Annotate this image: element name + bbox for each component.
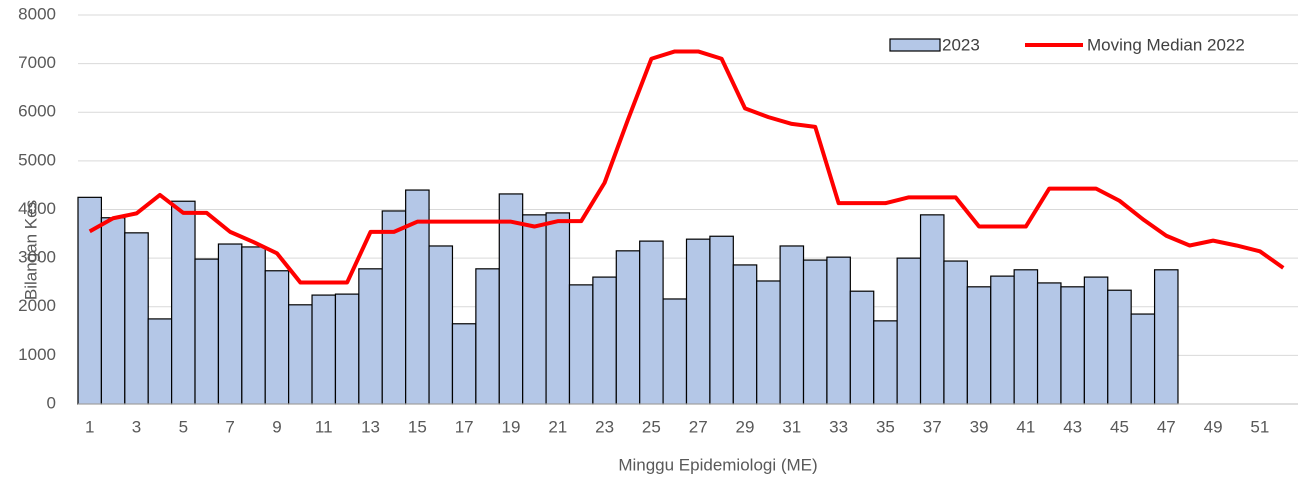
- bar: [873, 320, 898, 405]
- bar: [756, 280, 781, 405]
- x-tick-label: 23: [595, 417, 614, 436]
- bar: [1107, 289, 1132, 405]
- x-tick-label: 3: [132, 417, 141, 436]
- bar: [171, 200, 196, 405]
- bar: [943, 260, 968, 405]
- x-tick-label: 15: [408, 417, 427, 436]
- y-tick-label: 3000: [18, 248, 56, 267]
- bar: [662, 298, 688, 405]
- x-tick-label: 5: [179, 417, 188, 436]
- legend-label: 2023: [942, 35, 980, 54]
- bar: [428, 245, 454, 405]
- x-tick-label: 29: [736, 417, 755, 436]
- x-tick-label: 19: [502, 417, 521, 436]
- x-tick-label: 11: [315, 417, 333, 436]
- x-tick-label: 27: [689, 417, 708, 436]
- bar: [264, 270, 290, 405]
- y-tick-label: 0: [47, 393, 56, 412]
- bar: [147, 318, 173, 405]
- line: [88, 49, 1285, 285]
- bar: [1153, 269, 1179, 405]
- bar: [194, 258, 220, 405]
- x-tick-label: 39: [970, 417, 989, 436]
- bar: [124, 232, 149, 405]
- y-tick-label: 1000: [18, 345, 56, 364]
- bar: [545, 212, 571, 405]
- x-tick-label: 17: [455, 417, 474, 436]
- y-axis-label: Bilangan Kes: [21, 200, 40, 300]
- x-axis-label: Minggu Epidemiologi (ME): [618, 455, 817, 474]
- x-tick-label: 13: [361, 417, 380, 436]
- legend-swatch: [889, 38, 941, 52]
- y-tick-label: 8000: [18, 4, 56, 23]
- bar: [919, 214, 945, 405]
- x-tick-label: 43: [1063, 417, 1082, 436]
- bar: [522, 214, 547, 405]
- bar: [475, 268, 500, 405]
- bar: [451, 323, 477, 405]
- x-tick-label: 9: [272, 417, 281, 436]
- bar: [1130, 313, 1156, 405]
- bar: [381, 210, 407, 405]
- bar: [498, 193, 524, 405]
- bar: [615, 250, 641, 405]
- x-tick-label: 49: [1204, 417, 1223, 436]
- bar: [896, 257, 922, 405]
- x-tick-label: 25: [642, 417, 661, 436]
- bar: [311, 294, 337, 405]
- bar: [709, 235, 734, 405]
- bar: [966, 286, 992, 405]
- bar: [639, 240, 664, 405]
- bar: [334, 293, 360, 405]
- bar: [592, 276, 617, 405]
- bar: [568, 284, 594, 405]
- x-tick-label: 37: [923, 417, 942, 436]
- x-tick-label: 1: [85, 417, 94, 436]
- bar: [1083, 276, 1109, 405]
- x-tick-label: 51: [1250, 417, 1269, 436]
- y-tick-label: 5000: [18, 150, 56, 169]
- bar: [241, 246, 266, 405]
- bar: [358, 268, 383, 405]
- bar: [826, 256, 851, 405]
- x-tick-label: 41: [1016, 417, 1035, 436]
- bar: [100, 217, 126, 405]
- y-tick-label: 6000: [18, 102, 56, 121]
- bar: [849, 290, 875, 405]
- x-tick-label: 33: [829, 417, 848, 436]
- x-tick-label: 7: [225, 417, 234, 436]
- bar: [990, 275, 1015, 405]
- bar: [1013, 269, 1039, 405]
- bar: [779, 245, 805, 405]
- y-tick-label: 2000: [18, 296, 56, 315]
- x-tick-label: 31: [782, 417, 801, 436]
- bar: [217, 243, 243, 405]
- legend-label: Moving Median 2022: [1087, 35, 1245, 54]
- y-tick-label: 7000: [18, 53, 56, 72]
- bar: [1036, 282, 1062, 405]
- bar: [288, 304, 313, 405]
- bar: [1060, 286, 1085, 405]
- bar: [732, 264, 758, 405]
- bar: [802, 259, 828, 405]
- x-tick-label: 45: [1110, 417, 1129, 436]
- x-tick-label: 35: [876, 417, 895, 436]
- x-tick-label: 21: [548, 417, 567, 436]
- bar: [685, 238, 711, 405]
- x-tick-label: 47: [1157, 417, 1176, 436]
- y-tick-label: 4000: [18, 199, 56, 218]
